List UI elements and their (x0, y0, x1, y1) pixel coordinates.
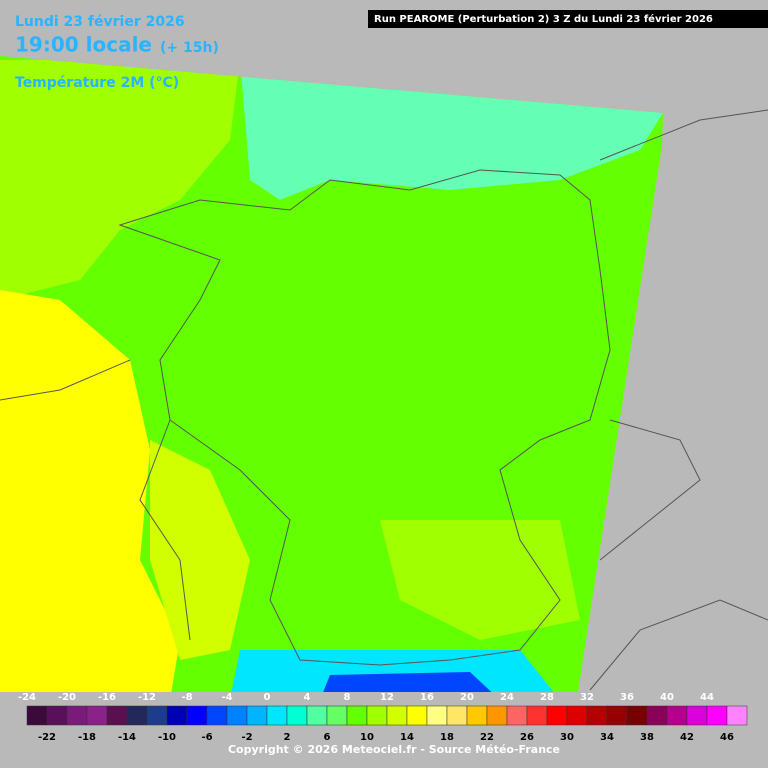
legend-label: 46 (720, 732, 734, 743)
legend-swatch (226, 705, 248, 726)
legend-label: -2 (241, 732, 252, 743)
legend-label: 22 (480, 732, 494, 743)
legend-swatch (166, 705, 188, 726)
legend-swatch (586, 705, 608, 726)
legend-label: 14 (400, 732, 414, 743)
field (320, 672, 500, 692)
legend-swatch (146, 705, 168, 726)
legend-swatch (566, 705, 588, 726)
legend-swatch (186, 705, 208, 726)
legend-swatch (546, 705, 568, 726)
legend-swatch (126, 705, 148, 726)
legend-swatch (606, 705, 628, 726)
legend-label: 44 (700, 692, 714, 703)
legend-label: 42 (680, 732, 694, 743)
legend-swatch (386, 705, 408, 726)
legend-label: 6 (324, 732, 331, 743)
legend-swatch (366, 705, 388, 726)
legend-swatch (426, 705, 448, 726)
legend-swatch (66, 705, 88, 726)
legend-swatch (246, 705, 268, 726)
field (0, 60, 240, 300)
legend-label: -16 (98, 692, 116, 703)
legend-swatch (706, 705, 728, 726)
legend-swatch (106, 705, 128, 726)
legend-swatch (466, 705, 488, 726)
legend-swatch (306, 705, 328, 726)
legend-label: 24 (500, 692, 514, 703)
legend-label: 2 (284, 732, 291, 743)
field (380, 520, 580, 640)
forecast-offset: (+ 15h) (160, 40, 219, 56)
legend-swatch (326, 705, 348, 726)
model-domain (0, 56, 663, 692)
field (240, 60, 663, 200)
legend-label: -4 (221, 692, 232, 703)
legend-label: 10 (360, 732, 374, 743)
legend-swatch (646, 705, 668, 726)
legend-label: -6 (201, 732, 212, 743)
legend-swatch (26, 705, 48, 726)
country-border (589, 109, 768, 691)
legend-label: -22 (38, 732, 56, 743)
date: Lundi 23 février 2026 (15, 14, 185, 30)
legend-swatch (346, 705, 368, 726)
legend-label: 30 (560, 732, 574, 743)
legend-label: 8 (344, 692, 351, 703)
legend-label: -14 (118, 732, 136, 743)
legend-label: -10 (158, 732, 176, 743)
legend-swatch (526, 705, 548, 726)
legend-swatch (46, 705, 68, 726)
legend-label: -20 (58, 692, 76, 703)
legend-label: 40 (660, 692, 674, 703)
legend-label: 26 (520, 732, 534, 743)
legend-swatch (266, 705, 288, 726)
legend-label: 28 (540, 692, 554, 703)
legend-label: 38 (640, 732, 654, 743)
legend-swatch (626, 705, 648, 726)
legend-label: 36 (620, 692, 634, 703)
legend-swatch (726, 705, 748, 726)
legend-label: -8 (181, 692, 192, 703)
legend-swatch (486, 705, 508, 726)
variable: Température 2M (°C) (15, 75, 179, 91)
country-border (0, 359, 701, 641)
legend-label: -12 (138, 692, 156, 703)
legend-swatch (286, 705, 308, 726)
run-banner (368, 10, 768, 28)
legend-swatch (406, 705, 428, 726)
legend-label: -18 (78, 732, 96, 743)
legend-swatch (666, 705, 688, 726)
legend-label: 0 (264, 692, 271, 703)
legend-label: 12 (380, 692, 394, 703)
country-border (118, 169, 611, 666)
legend-label: -24 (18, 692, 36, 703)
run-info: Run PEAROME (Perturbation 2) 3 Z du Lund… (374, 13, 713, 25)
copyright: Copyright © 2026 Meteociel.fr - Source M… (228, 743, 560, 756)
legend-label: 34 (600, 732, 614, 743)
legend-label: 20 (460, 692, 474, 703)
field (150, 440, 250, 660)
legend-label: 4 (304, 692, 311, 703)
local-time: 19:00 locale (15, 33, 152, 57)
legend-label: 16 (420, 692, 434, 703)
legend-swatch (446, 705, 468, 726)
legend-label: 18 (440, 732, 454, 743)
legend-label: 32 (580, 692, 594, 703)
legend-swatch (686, 705, 708, 726)
legend-swatch (206, 705, 228, 726)
legend-swatch (86, 705, 108, 726)
legend: -24-22-20-18-16-14-12-10-8-6-4-202468101… (18, 692, 748, 743)
legend-swatch (506, 705, 528, 726)
